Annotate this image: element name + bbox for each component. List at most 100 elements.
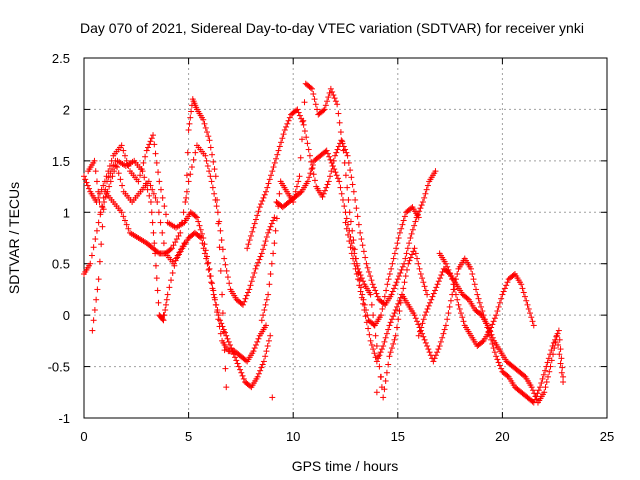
data-point	[249, 228, 256, 235]
data-point	[144, 186, 151, 193]
y-tick-label: 0.5	[52, 257, 70, 272]
data-point	[259, 197, 266, 204]
data-point	[294, 106, 301, 113]
series-track-e	[244, 106, 439, 308]
data-point	[333, 172, 340, 179]
data-point	[548, 357, 555, 364]
series-track-c	[85, 96, 230, 391]
data-point	[348, 174, 355, 181]
data-point	[551, 345, 558, 352]
data-point	[177, 229, 184, 236]
data-point	[147, 182, 154, 189]
data-point	[141, 174, 148, 181]
data-point	[406, 257, 413, 264]
data-point	[353, 271, 360, 277]
data-point	[255, 259, 262, 266]
data-point	[494, 308, 501, 315]
data-point	[327, 156, 334, 163]
data-point	[432, 168, 439, 175]
data-point	[450, 281, 457, 288]
data-point	[415, 332, 422, 339]
data-point	[285, 117, 292, 124]
data-point	[234, 360, 241, 367]
data-point	[247, 383, 254, 390]
data-point	[530, 322, 537, 329]
data-point	[350, 188, 357, 195]
data-point	[123, 157, 130, 164]
data-point	[206, 137, 213, 144]
data-point	[379, 305, 386, 312]
data-point	[378, 312, 385, 319]
data-point	[408, 205, 415, 212]
data-point	[255, 335, 262, 342]
data-point	[360, 300, 367, 307]
data-point	[491, 349, 498, 356]
data-point	[331, 166, 338, 173]
data-point	[266, 176, 273, 183]
data-point	[93, 227, 100, 234]
data-point	[84, 182, 91, 189]
data-point	[353, 205, 360, 212]
data-point	[412, 250, 419, 257]
data-point	[496, 299, 503, 306]
data-point	[155, 169, 162, 176]
data-point	[420, 316, 427, 323]
data-point	[447, 297, 454, 304]
data-point	[320, 107, 327, 114]
data-point	[251, 345, 258, 352]
data-point	[261, 307, 268, 313]
y-axis-label: SDTVAR / TECUs	[6, 182, 22, 294]
data-point	[201, 120, 208, 127]
data-point	[208, 279, 215, 286]
data-point	[498, 295, 505, 302]
data-point	[378, 373, 385, 380]
data-point	[386, 353, 393, 360]
data-point	[321, 106, 328, 113]
data-point	[246, 237, 253, 244]
data-point	[399, 263, 406, 270]
data-point	[327, 85, 334, 92]
data-point	[96, 258, 103, 265]
data-point	[392, 282, 399, 289]
data-point	[309, 161, 316, 168]
data-point	[219, 291, 226, 298]
data-point	[258, 317, 265, 324]
data-point	[361, 307, 368, 313]
data-point	[188, 164, 195, 171]
data-point	[221, 255, 228, 262]
data-point	[437, 338, 444, 345]
data-point	[102, 193, 109, 200]
y-tick-label: 2	[63, 102, 70, 117]
data-point	[341, 203, 348, 210]
data-point	[150, 132, 157, 139]
data-point	[390, 340, 397, 347]
data-point	[445, 266, 452, 273]
data-point	[477, 311, 484, 318]
data-point	[495, 303, 502, 310]
data-point	[430, 290, 437, 297]
data-point	[417, 205, 424, 212]
data-point	[326, 153, 333, 160]
data-point	[380, 394, 387, 401]
data-point	[269, 168, 276, 175]
data-point	[270, 164, 277, 171]
data-point	[223, 267, 230, 274]
data-point	[152, 150, 159, 157]
data-point	[342, 172, 349, 179]
data-point	[368, 277, 375, 284]
data-point	[192, 149, 199, 156]
data-point	[347, 244, 354, 251]
data-point	[348, 250, 355, 257]
data-point	[149, 219, 156, 226]
x-tick-label: 25	[600, 429, 614, 444]
data-point	[204, 260, 211, 267]
data-point	[205, 259, 212, 266]
data-point	[331, 95, 338, 102]
data-point	[260, 246, 267, 253]
data-point	[263, 233, 270, 240]
data-point	[216, 218, 223, 225]
data-point	[252, 341, 259, 348]
data-point	[540, 371, 547, 378]
series-track-f	[258, 80, 422, 329]
